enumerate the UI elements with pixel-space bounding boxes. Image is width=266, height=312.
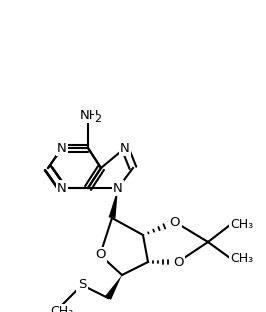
Polygon shape xyxy=(105,275,122,300)
Text: S: S xyxy=(78,279,86,291)
Text: NH: NH xyxy=(80,109,100,122)
Text: N: N xyxy=(57,182,67,194)
Text: CH₃: CH₃ xyxy=(51,305,74,312)
Text: O: O xyxy=(170,216,180,228)
Text: O: O xyxy=(95,248,105,261)
Polygon shape xyxy=(109,188,118,219)
Text: CH₃: CH₃ xyxy=(230,251,253,265)
Text: N: N xyxy=(113,182,123,194)
Text: O: O xyxy=(173,256,183,269)
Text: N: N xyxy=(57,142,67,154)
Text: 2: 2 xyxy=(94,114,102,124)
Text: CH₃: CH₃ xyxy=(230,218,253,232)
Text: N: N xyxy=(120,142,130,154)
